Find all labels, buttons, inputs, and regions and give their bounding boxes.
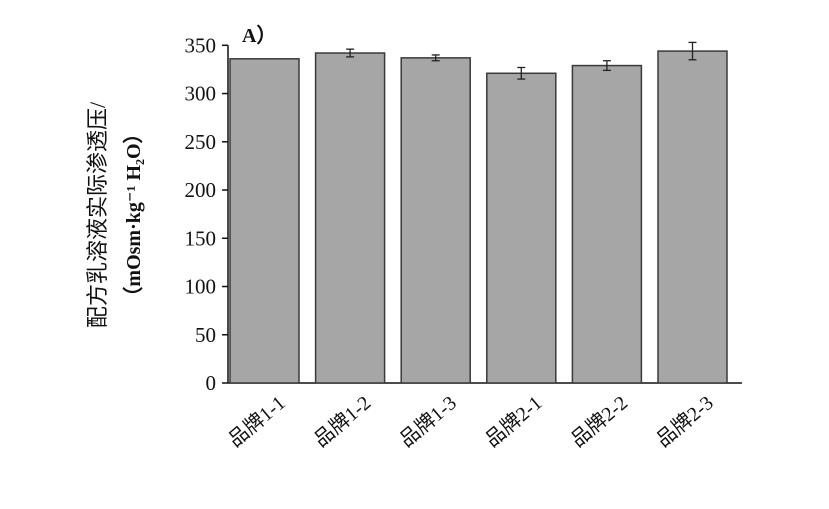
- bar: [314, 52, 386, 384]
- bar: [400, 57, 471, 384]
- x-tick-label-group: 品牌2-1: [481, 391, 547, 451]
- y-tick-label: 300: [185, 82, 217, 106]
- x-tick-label-group: 品牌1-2: [309, 391, 375, 451]
- x-tick-label-group: 品牌1-1: [224, 391, 290, 451]
- bar: [229, 58, 300, 384]
- x-tick-label-group: 品牌2-3: [652, 391, 718, 451]
- y-tick-label: 150: [185, 226, 217, 250]
- bar: [486, 72, 557, 384]
- y-axis-label-line1: 配方乳溶液实际渗透压/: [85, 101, 110, 328]
- bar: [657, 50, 728, 384]
- x-tick-label: 品牌1-3: [395, 391, 461, 451]
- y-tick-label: 200: [185, 178, 217, 202]
- x-tick-label: 品牌2-2: [566, 391, 632, 451]
- x-tick-label-group: 品牌2-2: [566, 391, 632, 451]
- y-tick-label: 350: [185, 33, 217, 57]
- x-tick-label: 品牌1-2: [309, 391, 375, 451]
- panel-label: A）: [242, 24, 276, 47]
- y-axis-label-line2: （mOsm·kg⁻¹ H₂O）: [122, 123, 145, 306]
- x-tick-label: 品牌1-1: [224, 391, 290, 451]
- x-tick-label: 品牌2-1: [481, 391, 547, 451]
- x-tick-label-group: 品牌1-3: [395, 391, 461, 451]
- x-tick-label: 品牌2-3: [652, 391, 718, 451]
- y-tick-label: 250: [185, 130, 217, 154]
- bar: [571, 64, 643, 384]
- y-tick-label: 50: [195, 323, 216, 347]
- y-tick-label: 0: [206, 371, 217, 395]
- y-tick-label: 100: [185, 275, 217, 299]
